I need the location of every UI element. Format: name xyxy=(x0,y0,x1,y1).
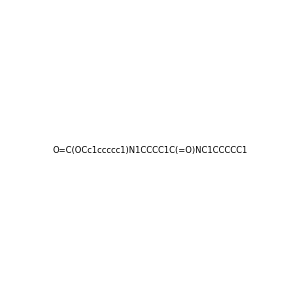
Text: O=C(OCc1ccccc1)N1CCCC1C(=O)NC1CCCCC1: O=C(OCc1ccccc1)N1CCCC1C(=O)NC1CCCCC1 xyxy=(52,146,247,154)
